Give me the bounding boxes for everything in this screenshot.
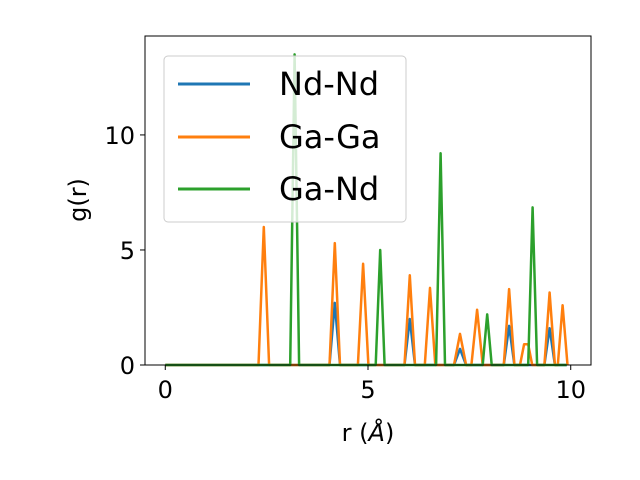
legend: Nd-Nd Ga-Ga Ga-Nd xyxy=(163,55,407,223)
x-axis-label: r (Å) xyxy=(342,418,395,447)
x-axis-unit: Å xyxy=(367,418,385,447)
legend-label-ga-ga: Ga-Ga xyxy=(279,118,381,156)
y-tick-label: 10 xyxy=(104,122,135,150)
x-tick-label: 5 xyxy=(360,376,375,404)
series-line-ga-nd xyxy=(165,53,567,367)
legend-box xyxy=(163,55,407,223)
x-tick-label: 0 xyxy=(158,376,173,404)
axis-ticks: 0 5 10 0 5 10 xyxy=(104,122,586,404)
y-axis-label: g(r) xyxy=(64,178,92,222)
y-tick-label: 5 xyxy=(120,237,135,265)
legend-label-ga-nd: Ga-Nd xyxy=(279,170,379,208)
legend-label-nd-nd: Nd-Nd xyxy=(279,65,379,103)
y-tick-label: 0 xyxy=(120,352,135,380)
x-tick-label: 10 xyxy=(555,376,586,404)
